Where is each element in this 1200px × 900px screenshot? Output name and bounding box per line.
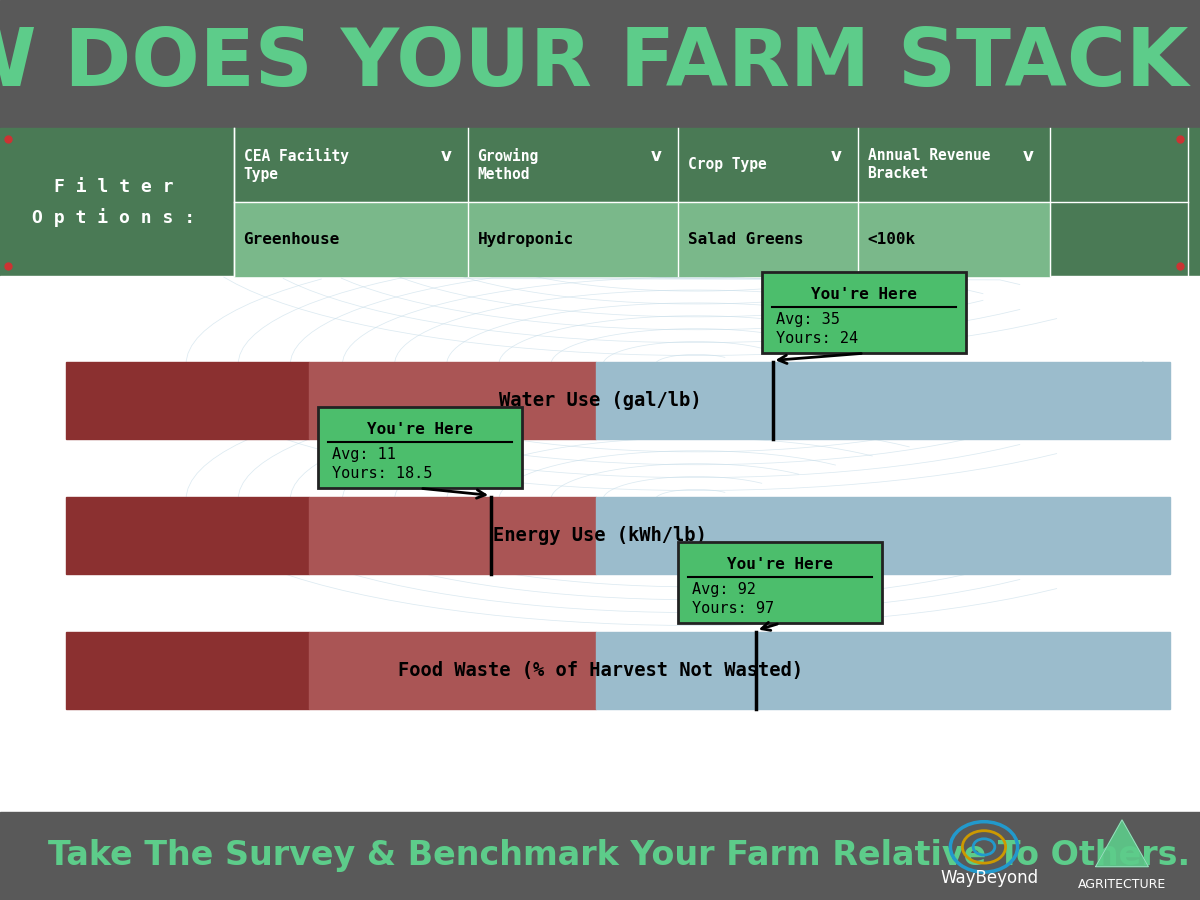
Bar (234, 202, 468, 276)
Bar (66, 497, 308, 574)
Text: Take The Survey & Benchmark Your Farm Relative To Others.: Take The Survey & Benchmark Your Farm Re… (48, 840, 1190, 872)
Text: Annual Revenue
Bracket: Annual Revenue Bracket (868, 148, 990, 182)
Bar (678, 202, 858, 276)
Text: v: v (830, 147, 842, 165)
FancyBboxPatch shape (762, 273, 966, 354)
Text: WayBeyond: WayBeyond (941, 869, 1039, 887)
Text: CEA Facility
Type: CEA Facility Type (244, 148, 349, 182)
Text: Greenhouse: Greenhouse (244, 231, 340, 247)
Text: HOW DOES YOUR FARM STACK UP?: HOW DOES YOUR FARM STACK UP? (0, 25, 1200, 103)
Text: Salad Greens: Salad Greens (688, 231, 803, 247)
Text: Avg: 35: Avg: 35 (776, 311, 840, 327)
Text: AGRITECTURE: AGRITECTURE (1078, 878, 1166, 891)
Text: Yours: 18.5: Yours: 18.5 (332, 466, 433, 482)
Bar (0, 812, 1200, 900)
Text: Avg: 92: Avg: 92 (692, 581, 756, 597)
Bar (468, 202, 678, 276)
Text: Water Use (gal/lb): Water Use (gal/lb) (499, 391, 701, 410)
Text: Food Waste (% of Harvest Not Wasted): Food Waste (% of Harvest Not Wasted) (397, 661, 803, 680)
Text: F i l t e r
O p t i o n s :: F i l t e r O p t i o n s : (32, 177, 196, 227)
Text: v: v (1022, 147, 1034, 165)
Text: Hydroponic: Hydroponic (478, 231, 574, 248)
Bar (308, 497, 596, 574)
FancyBboxPatch shape (318, 407, 522, 488)
Text: Crop Type: Crop Type (688, 158, 767, 173)
Bar (0, 0, 1200, 128)
Text: <100k: <100k (868, 231, 916, 247)
Text: Energy Use (kWh/lb): Energy Use (kWh/lb) (493, 526, 707, 545)
Polygon shape (1096, 820, 1148, 867)
Text: Yours: 24: Yours: 24 (776, 331, 858, 346)
Bar (308, 632, 596, 709)
Bar (596, 497, 1170, 574)
Text: Yours: 97: Yours: 97 (692, 601, 774, 617)
Bar (0, 276, 1200, 812)
Text: You're Here: You're Here (727, 556, 833, 572)
Bar (66, 632, 308, 709)
Bar (66, 363, 308, 439)
FancyBboxPatch shape (678, 542, 882, 623)
Text: v: v (650, 147, 662, 165)
Bar (596, 632, 1170, 709)
Text: You're Here: You're Here (811, 287, 917, 302)
Bar (596, 363, 1170, 439)
Text: v: v (440, 147, 452, 165)
Text: Growing
Method: Growing Method (478, 148, 539, 182)
Text: You're Here: You're Here (367, 421, 473, 436)
Text: Avg: 11: Avg: 11 (332, 446, 396, 462)
Bar (0, 128, 1200, 276)
Bar (858, 202, 1050, 276)
Bar (308, 363, 596, 439)
